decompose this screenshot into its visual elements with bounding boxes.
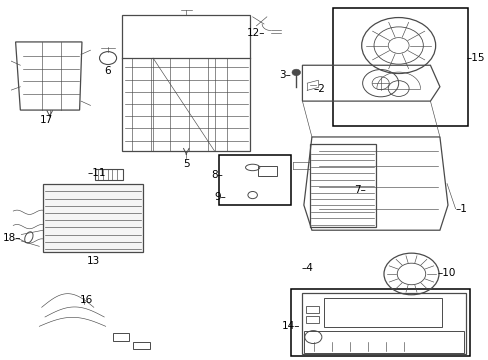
Bar [290,289,469,356]
Text: 5: 5 [183,159,189,169]
Bar [305,306,318,314]
Text: 3–: 3– [279,70,291,80]
Text: –2: –2 [313,84,325,94]
Text: 14–: 14– [281,321,300,331]
Text: 9–: 9– [214,192,226,202]
Bar [305,316,318,323]
Bar [302,293,465,354]
Bar [303,331,463,353]
Text: 18–: 18– [3,233,21,243]
Text: –4: –4 [302,263,313,273]
Text: 13: 13 [87,256,100,266]
Text: 17: 17 [40,115,53,125]
Bar [95,168,122,180]
Bar [332,8,468,126]
Bar [133,342,149,349]
Bar [219,155,290,205]
Text: 16: 16 [80,295,93,305]
Text: –15: –15 [465,53,484,63]
Bar [113,333,129,341]
Circle shape [291,69,300,76]
Text: 8–: 8– [210,170,223,180]
Bar [323,298,441,327]
Text: 7–: 7– [353,185,365,195]
Bar [309,144,375,226]
Text: –11: –11 [87,168,106,178]
Text: –1: –1 [455,204,467,214]
Text: 6: 6 [104,66,111,76]
Text: 12–: 12– [246,28,264,38]
Text: –10: –10 [437,267,455,278]
Bar [43,184,142,252]
Bar [258,166,277,176]
